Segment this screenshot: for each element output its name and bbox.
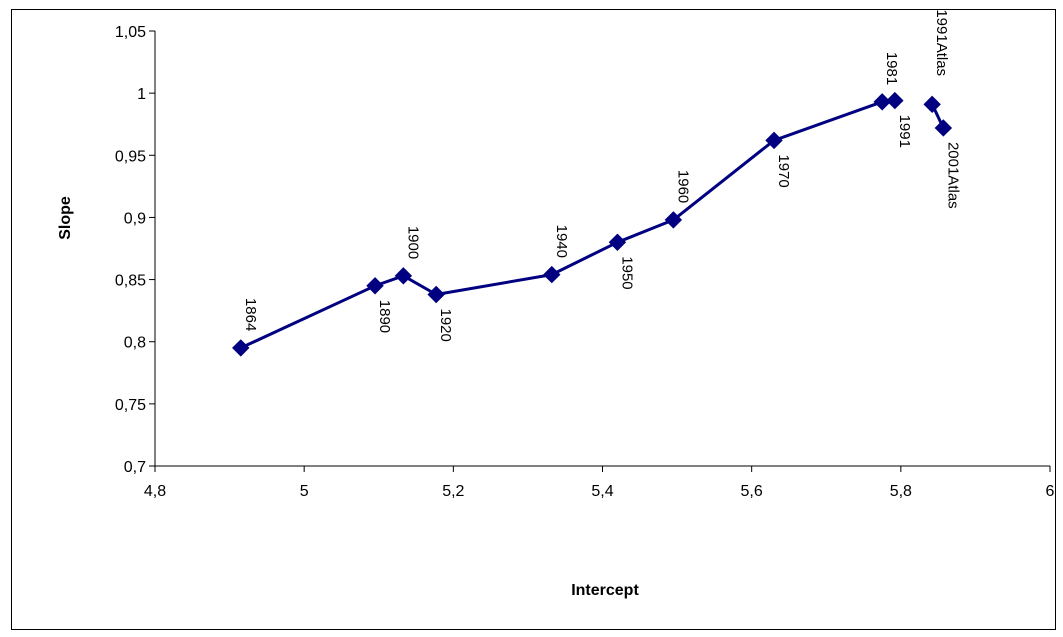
- y-axis-title: Slope: [57, 196, 74, 240]
- x-tick-label: 5,8: [890, 483, 912, 500]
- chart-frame: [11, 9, 1056, 630]
- y-ticks: 0,7 0,75 0,8 0,85 0,9 0,95 1 1,05: [115, 24, 155, 476]
- x-axis-title: Intercept: [571, 582, 639, 599]
- x-tick-label: 5,4: [591, 483, 613, 500]
- data-point-marker: [394, 267, 413, 285]
- data-point-label: 1890: [376, 300, 393, 333]
- data-point-marker: [232, 339, 250, 357]
- data-point-marker: [366, 277, 384, 295]
- x-ticks: 4,8 5 5,2 5,4 5,6 5,8 6: [144, 466, 1055, 500]
- data-point-label: 2001Atlas: [944, 142, 961, 209]
- data-point-marker: [664, 211, 683, 229]
- data-point-marker: [543, 265, 561, 284]
- y-tick-label: 0,85: [115, 273, 146, 290]
- y-tick-label: 0,7: [124, 459, 146, 476]
- data-point-label: 1950: [618, 256, 635, 289]
- data-point-marker: [427, 285, 445, 304]
- y-tick-label: 1,05: [115, 24, 146, 41]
- y-tick-label: 0,9: [124, 210, 146, 227]
- data-point-marker: [765, 131, 783, 150]
- x-tick-label: 6: [1046, 483, 1055, 500]
- series-line: [240, 99, 896, 350]
- x-tick-label: 5,2: [442, 483, 464, 500]
- x-tick-label: 5: [300, 483, 309, 500]
- point-labels: 1864 1890 1900 1920 1940 1950 1960 1970 1981 1991…: [242, 9, 962, 342]
- data-point-label: 1960: [674, 170, 691, 203]
- data-point-label: 1864: [242, 298, 259, 331]
- data-point-label: 1900: [404, 226, 421, 259]
- y-tick-label: 0,95: [115, 148, 146, 165]
- data-point-marker: [923, 95, 941, 114]
- series-markers: [232, 91, 953, 357]
- data-point-marker: [934, 119, 953, 137]
- data-point-label: 1991: [896, 115, 913, 148]
- data-point-marker: [608, 233, 627, 251]
- y-tick-label: 0,8: [124, 335, 146, 352]
- x-tick-label: 5,6: [741, 483, 763, 500]
- data-point-marker: [886, 91, 904, 110]
- y-tick-label: 0,75: [115, 397, 146, 414]
- data-point-label: 1940: [553, 225, 570, 258]
- x-tick-label: 4,8: [144, 483, 166, 500]
- data-point-marker: [873, 93, 891, 111]
- data-point-label: 1991Atlas: [933, 9, 950, 76]
- data-point-label: 1981: [883, 52, 900, 85]
- data-point-label: 1920: [437, 308, 454, 341]
- series-lines: [240, 99, 945, 350]
- y-tick-label: 1: [137, 86, 146, 103]
- data-point-label: 1970: [775, 154, 792, 187]
